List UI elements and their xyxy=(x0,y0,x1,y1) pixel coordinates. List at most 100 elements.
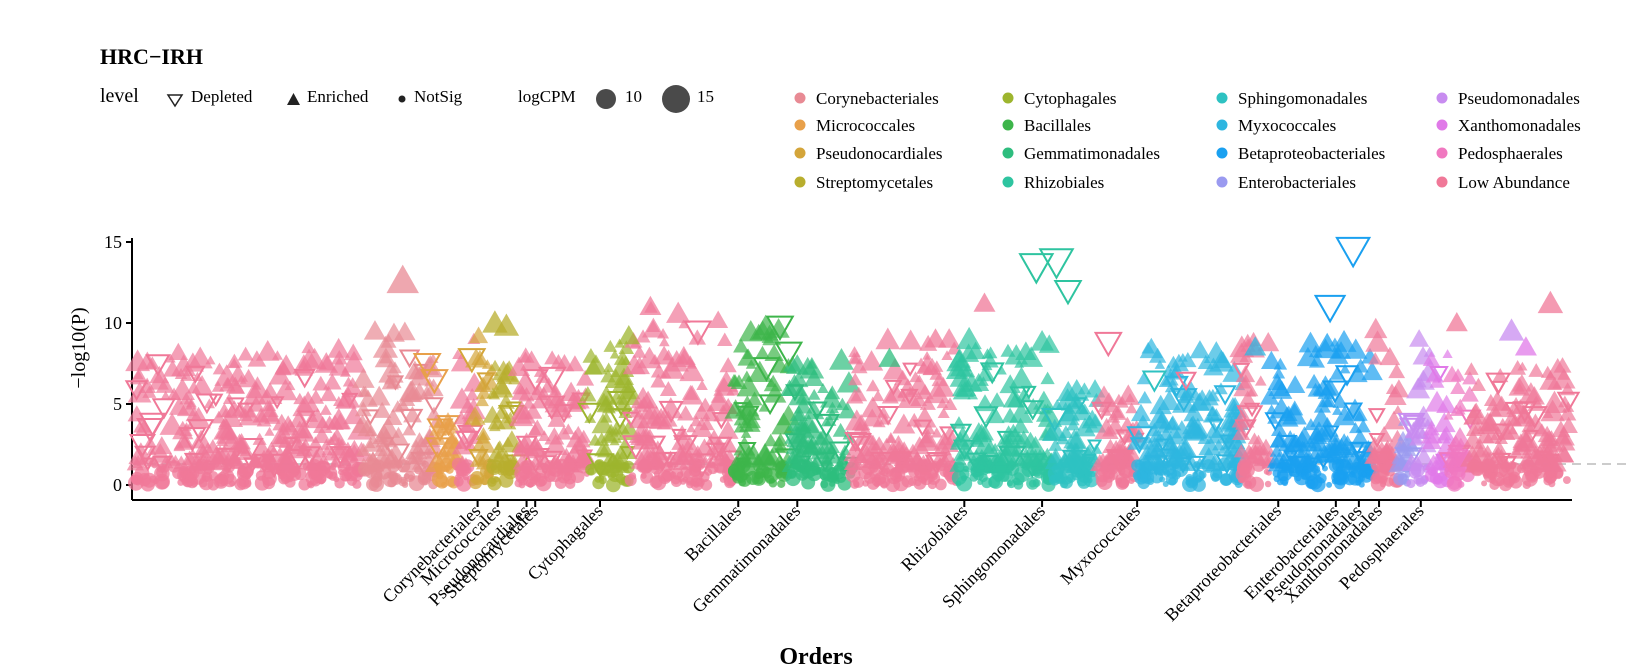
data-point xyxy=(515,435,538,456)
data-point xyxy=(889,447,909,465)
data-point xyxy=(1343,402,1364,420)
data-point xyxy=(1490,423,1512,443)
legend-label-pseudonocardiales: Pseudonocardiales xyxy=(816,144,943,163)
size-legend-title: logCPM xyxy=(518,87,576,106)
data-point xyxy=(195,393,219,415)
data-point xyxy=(579,386,597,402)
data-point xyxy=(365,439,376,449)
legend-label-betaproteobacteriales: Betaproteobacteriales xyxy=(1238,144,1385,163)
data-point xyxy=(237,402,256,419)
data-point xyxy=(541,450,564,470)
data-point xyxy=(1020,385,1037,400)
data-point xyxy=(1460,385,1479,402)
data-point xyxy=(1105,449,1135,475)
data-point xyxy=(1286,400,1304,416)
data-point xyxy=(1246,388,1257,397)
data-point xyxy=(449,387,475,409)
data-point xyxy=(996,430,1014,446)
size-legend-10-label: 10 xyxy=(625,87,642,106)
data-point xyxy=(1465,422,1482,437)
data-point xyxy=(817,382,829,393)
data-point xyxy=(964,452,988,473)
data-point xyxy=(1007,427,1023,442)
data-point xyxy=(758,394,782,416)
data-point xyxy=(1149,394,1172,415)
data-point xyxy=(657,327,670,339)
key-point-betaproteobacteriales-25 xyxy=(1335,236,1372,269)
data-point xyxy=(930,427,943,438)
data-point xyxy=(487,477,497,487)
data-point xyxy=(871,389,885,402)
data-point xyxy=(560,408,572,419)
key-point-xanthomonadales-30 xyxy=(1514,336,1537,356)
legend-swatch-micrococcales xyxy=(794,119,806,131)
data-point xyxy=(795,419,812,434)
data-point xyxy=(928,476,935,483)
data-point xyxy=(1056,380,1080,401)
legend-swatch-rhizobiales xyxy=(1002,176,1014,188)
data-point xyxy=(1481,444,1494,456)
data-point xyxy=(1321,380,1349,404)
data-point xyxy=(1264,480,1272,488)
data-point xyxy=(1238,377,1252,389)
data-point xyxy=(884,379,903,396)
data-point xyxy=(1332,405,1343,415)
data-point xyxy=(1470,377,1487,392)
data-point xyxy=(1115,477,1122,484)
data-point xyxy=(1385,383,1399,395)
data-point xyxy=(1552,426,1575,446)
data-point xyxy=(1449,404,1463,416)
data-point xyxy=(798,437,811,448)
data-point xyxy=(1164,416,1180,430)
data-point xyxy=(882,358,908,380)
data-point xyxy=(640,472,647,479)
data-point xyxy=(939,465,951,478)
data-point xyxy=(913,476,927,490)
data-point xyxy=(247,350,267,367)
data-point xyxy=(860,396,885,418)
data-point xyxy=(755,345,770,359)
data-point xyxy=(264,426,275,436)
data-point xyxy=(680,384,704,405)
key-point-pseudomonadales-29 xyxy=(1498,318,1525,341)
data-point xyxy=(763,374,783,392)
y-tick-label-0: 0 xyxy=(113,475,122,495)
data-point xyxy=(648,435,667,451)
legend-label-bacillales: Bacillales xyxy=(1024,116,1091,135)
background-points xyxy=(124,301,1581,493)
data-point xyxy=(678,319,689,329)
data-point xyxy=(533,455,557,476)
key-point-low-abundance-28 xyxy=(1445,312,1468,332)
data-point xyxy=(1520,438,1543,459)
data-point xyxy=(1534,423,1550,437)
data-point xyxy=(1203,357,1224,376)
data-point xyxy=(1219,472,1233,486)
data-point xyxy=(1340,445,1355,458)
data-point xyxy=(801,418,824,439)
data-point xyxy=(721,449,738,463)
data-point xyxy=(862,480,869,487)
data-point xyxy=(650,363,668,378)
data-point xyxy=(565,425,591,448)
data-point xyxy=(284,380,296,391)
data-point xyxy=(616,378,641,400)
data-point xyxy=(1048,438,1063,451)
data-point xyxy=(1041,407,1069,433)
data-point xyxy=(152,455,173,475)
data-point xyxy=(865,379,880,392)
data-point xyxy=(696,379,708,390)
data-point xyxy=(330,438,354,459)
legend-swatch-corynebacteriales xyxy=(794,92,806,104)
data-point xyxy=(512,452,533,470)
data-point xyxy=(186,406,211,429)
data-point xyxy=(946,349,972,372)
data-point xyxy=(471,474,482,484)
data-point xyxy=(815,431,841,454)
data-point xyxy=(1513,382,1527,395)
data-point xyxy=(1562,476,1571,485)
data-point xyxy=(758,402,770,412)
key-point-low-abundance-21 xyxy=(1093,331,1123,358)
data-point xyxy=(133,416,152,433)
data-point xyxy=(1013,479,1024,490)
